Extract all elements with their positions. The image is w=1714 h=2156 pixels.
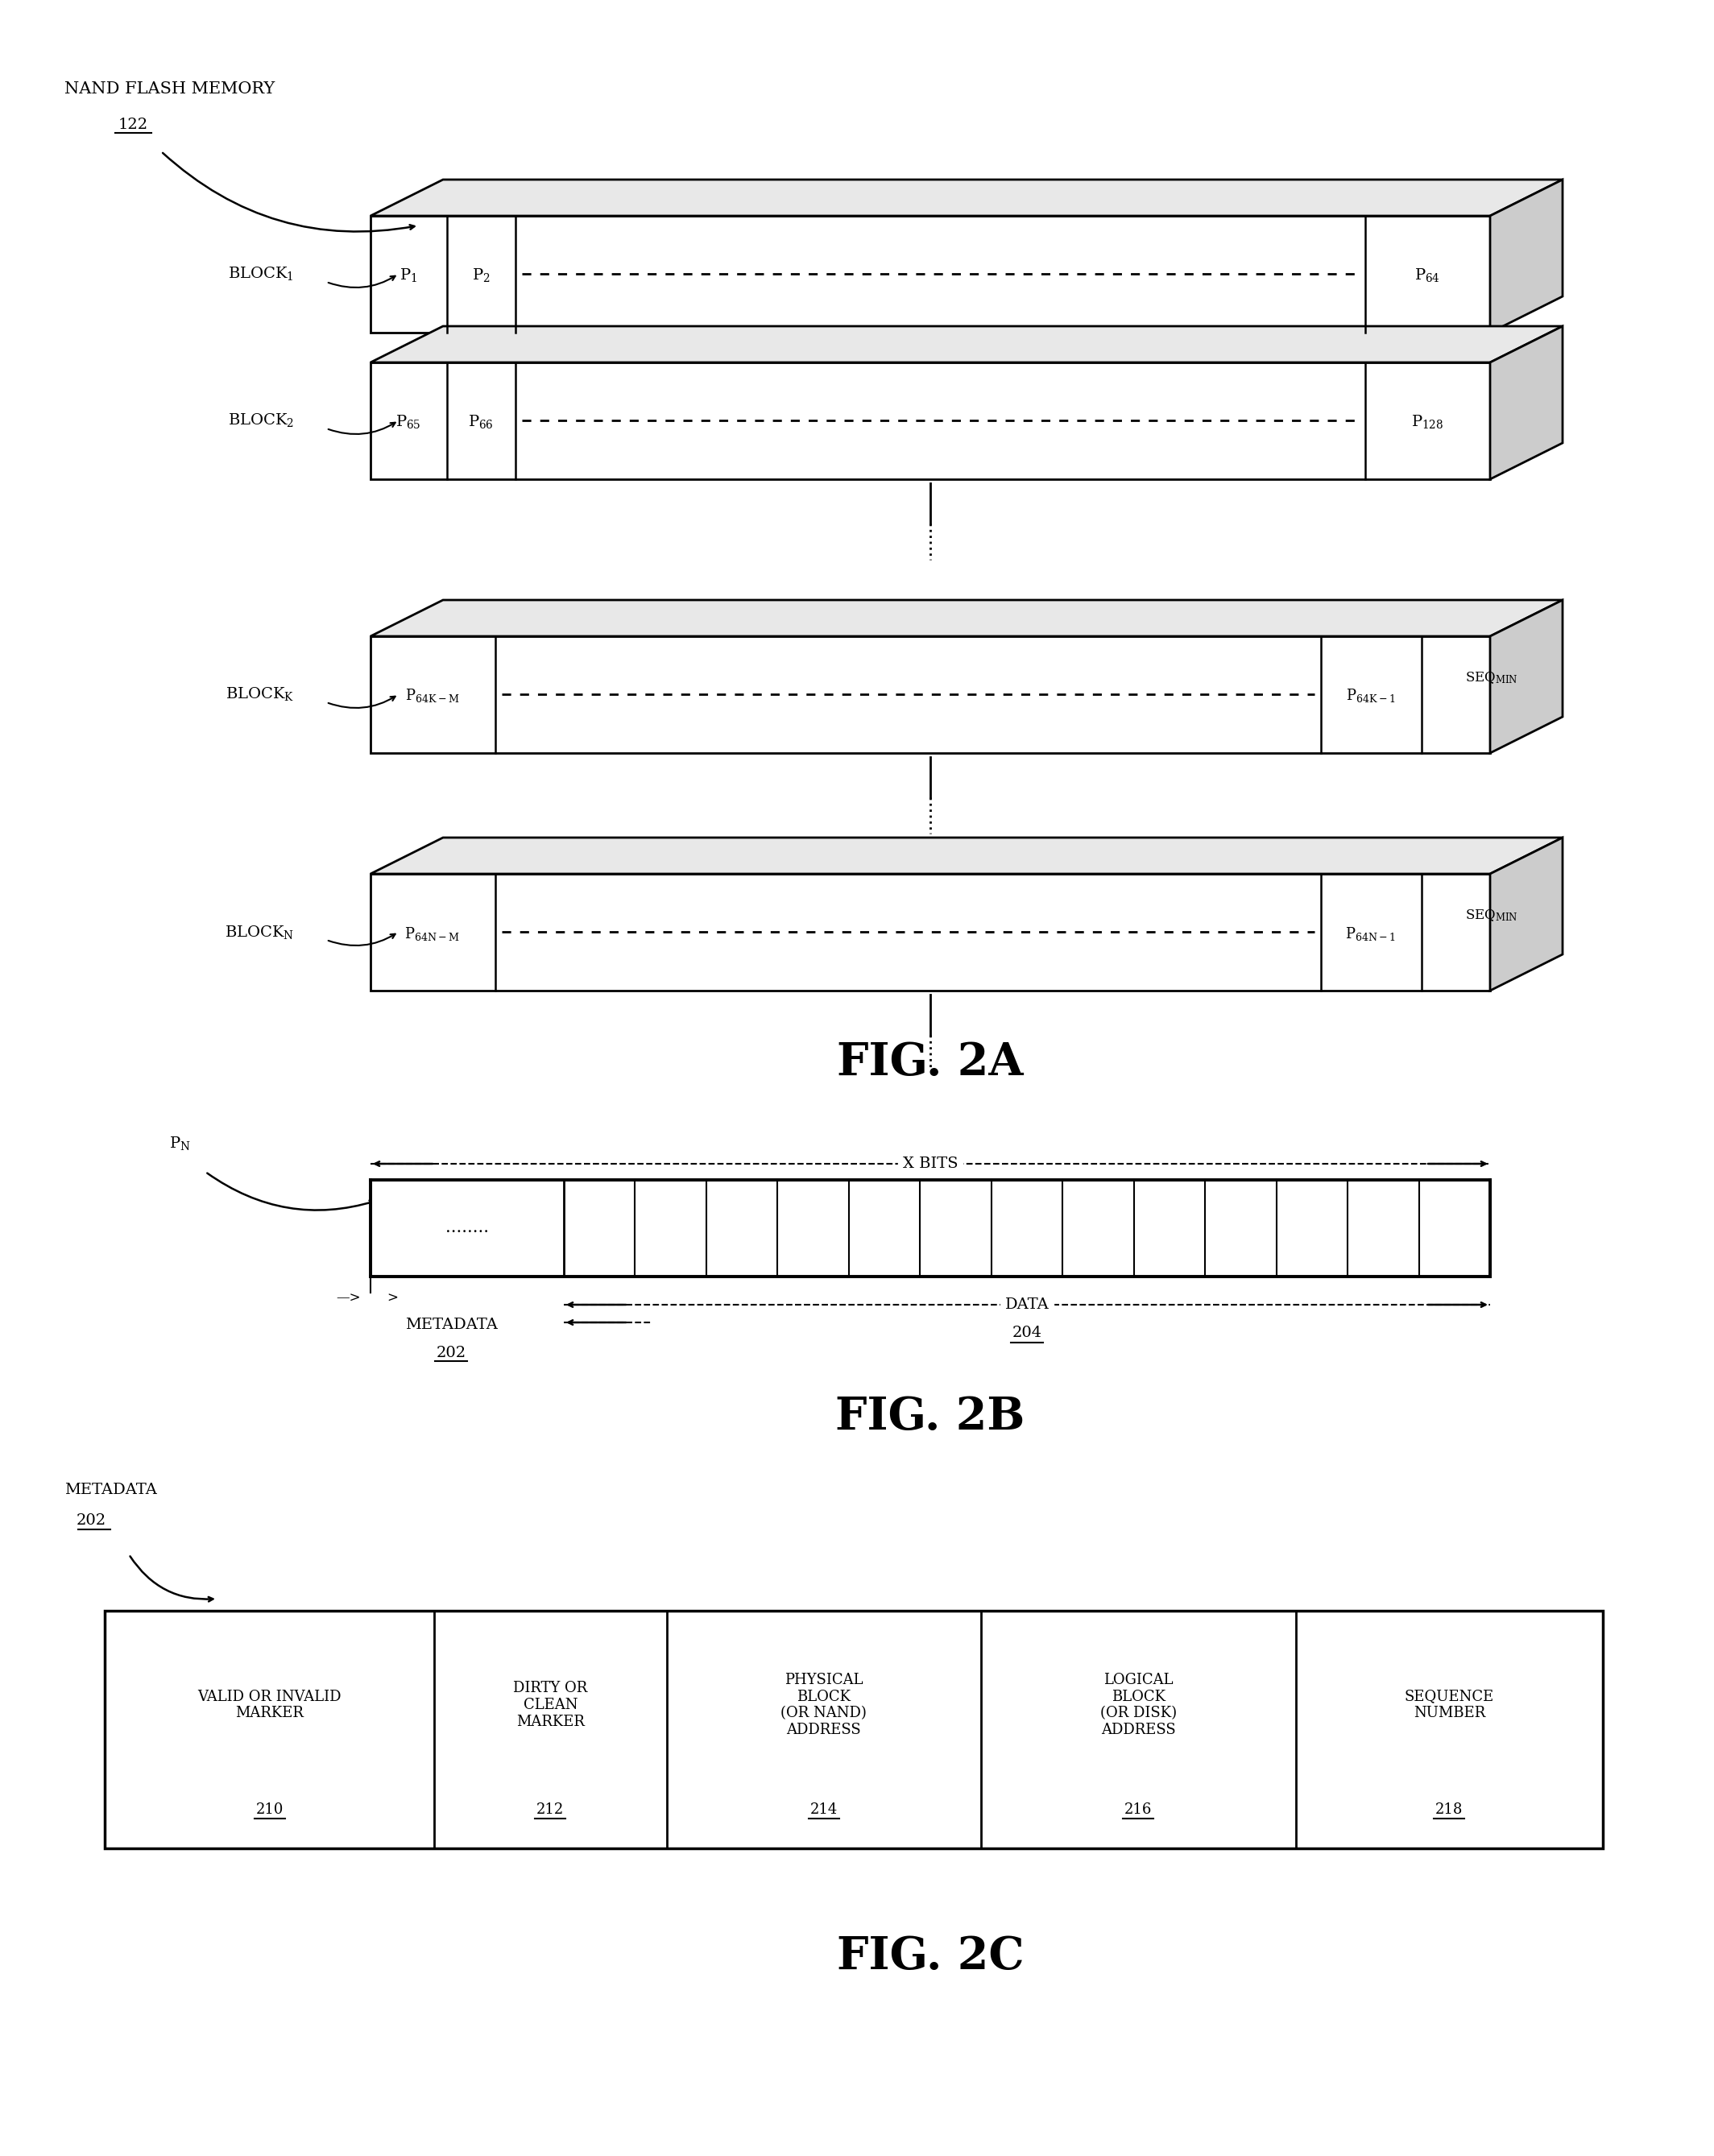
Text: DIRTY OR
CLEAN
MARKER: DIRTY OR CLEAN MARKER	[512, 1682, 588, 1729]
Text: 212: 212	[536, 1802, 564, 1818]
Text: FIG. 2A: FIG. 2A	[836, 1041, 1023, 1084]
Text: BLOCK$\mathregular{_K}$: BLOCK$\mathregular{_K}$	[225, 686, 295, 703]
Text: $\mathregular{P_1}$: $\mathregular{P_1}$	[399, 267, 417, 285]
Polygon shape	[370, 216, 1489, 332]
Text: NAND FLASH MEMORY: NAND FLASH MEMORY	[65, 82, 274, 97]
Text: VALID OR INVALID
MARKER: VALID OR INVALID MARKER	[197, 1690, 341, 1720]
Polygon shape	[1489, 837, 1563, 990]
Polygon shape	[370, 873, 1489, 990]
Text: BLOCK$\mathregular{_2}$: BLOCK$\mathregular{_2}$	[228, 412, 295, 429]
Polygon shape	[1489, 326, 1563, 479]
Text: $\mathregular{P_{128}}$: $\mathregular{P_{128}}$	[1411, 414, 1443, 431]
Polygon shape	[370, 636, 1489, 752]
Text: —>: —>	[336, 1291, 362, 1304]
Polygon shape	[370, 362, 1489, 479]
Polygon shape	[370, 326, 1563, 362]
Text: $\mathregular{P_{66}}$: $\mathregular{P_{66}}$	[468, 414, 494, 431]
Text: SEQUENCE
NUMBER: SEQUENCE NUMBER	[1404, 1690, 1495, 1720]
Text: SEQ$\mathregular{_{MIN}}$: SEQ$\mathregular{_{MIN}}$	[1465, 908, 1519, 923]
Text: 214: 214	[811, 1802, 838, 1818]
Text: 210: 210	[255, 1802, 283, 1818]
Text: 216: 216	[1124, 1802, 1152, 1818]
Text: $\mathregular{P_{64N-1}}$: $\mathregular{P_{64N-1}}$	[1345, 925, 1397, 942]
Text: METADATA: METADATA	[405, 1317, 497, 1332]
Polygon shape	[1489, 179, 1563, 332]
Polygon shape	[370, 179, 1563, 216]
Polygon shape	[1489, 599, 1563, 752]
Text: ........: ........	[446, 1220, 488, 1235]
Text: SEQ$\mathregular{_{MIN}}$: SEQ$\mathregular{_{MIN}}$	[1465, 671, 1519, 686]
Text: X BITS: X BITS	[903, 1156, 958, 1171]
Text: FIG. 2C: FIG. 2C	[836, 1934, 1023, 1979]
Text: $\mathregular{P_{65}}$: $\mathregular{P_{65}}$	[396, 414, 422, 431]
Text: PHYSICAL
BLOCK
(OR NAND)
ADDRESS: PHYSICAL BLOCK (OR NAND) ADDRESS	[782, 1673, 867, 1738]
Text: $\mathregular{P_{64}}$: $\mathregular{P_{64}}$	[1414, 267, 1440, 285]
Text: $\mathregular{P_N}$: $\mathregular{P_N}$	[170, 1136, 190, 1151]
Text: $\mathregular{P_{64N-M}}$: $\mathregular{P_{64N-M}}$	[405, 925, 461, 942]
Bar	[105, 1611, 1603, 1848]
Polygon shape	[370, 599, 1563, 636]
Text: 218: 218	[1435, 1802, 1464, 1818]
Text: $\mathregular{P_{64K-M}}$: $\mathregular{P_{64K-M}}$	[405, 688, 459, 705]
Text: $\mathregular{P_{64K-1}}$: $\mathregular{P_{64K-1}}$	[1345, 688, 1395, 705]
Text: 204: 204	[1011, 1326, 1042, 1341]
Text: DATA: DATA	[1004, 1298, 1049, 1313]
Text: BLOCK$\mathregular{_N}$: BLOCK$\mathregular{_N}$	[225, 923, 295, 940]
Polygon shape	[370, 837, 1563, 873]
Text: 202: 202	[435, 1345, 466, 1360]
Text: 122: 122	[118, 119, 147, 132]
Text: FIG. 2B: FIG. 2B	[835, 1395, 1025, 1440]
Text: LOGICAL
BLOCK
(OR DISK)
ADDRESS: LOGICAL BLOCK (OR DISK) ADDRESS	[1100, 1673, 1178, 1738]
Text: METADATA: METADATA	[65, 1483, 158, 1496]
Bar	[370, 1179, 1489, 1276]
Text: >: >	[387, 1291, 398, 1304]
Text: BLOCK$\mathregular{_1}$: BLOCK$\mathregular{_1}$	[228, 265, 295, 282]
Text: 202: 202	[77, 1514, 106, 1529]
Text: $\mathregular{P_2}$: $\mathregular{P_2}$	[471, 267, 490, 285]
